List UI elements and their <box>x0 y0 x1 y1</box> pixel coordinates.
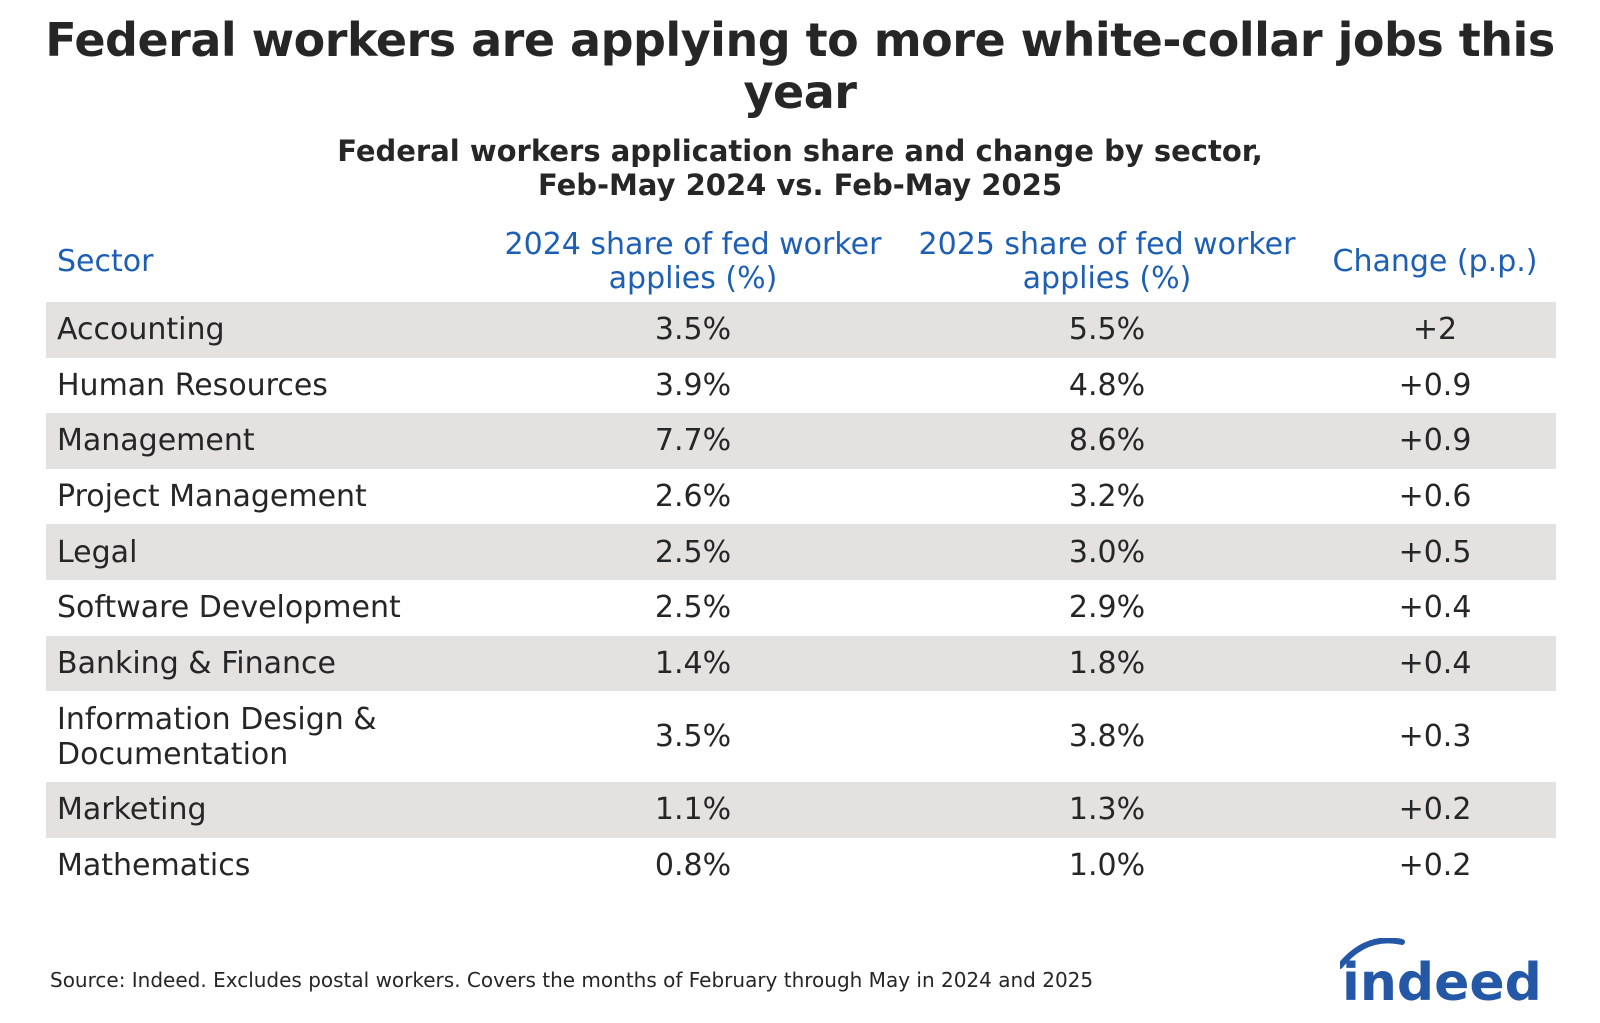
table-row: Banking & Finance 1.4% 1.8% +0.4 <box>46 635 1556 692</box>
share-2025-cell: 1.0% <box>1068 848 1146 884</box>
share-2025-cell: 1.3% <box>1068 792 1146 828</box>
share-2025-cell: 3.2% <box>1068 479 1146 515</box>
table-row: Project Management 2.6% 3.2% +0.6 <box>46 469 1556 525</box>
change-cell: +0.9 <box>1398 367 1472 403</box>
share-2024-cell: 0.8% <box>654 848 732 884</box>
header-change: Change (p.p.) <box>1332 244 1538 279</box>
sector-cell: Mathematics <box>57 848 251 884</box>
sector-cell: Software Development <box>57 590 401 626</box>
sector-cell: Marketing <box>57 792 207 828</box>
table-row: Management 7.7% 8.6% +0.9 <box>46 413 1556 469</box>
change-cell: +0.2 <box>1398 792 1472 828</box>
share-2024-cell: 1.1% <box>654 792 732 828</box>
share-2025-cell: 1.8% <box>1068 645 1146 681</box>
share-2025-cell: 3.8% <box>1068 719 1146 755</box>
share-2024-cell: 2.6% <box>654 479 732 515</box>
source-note: Source: Indeed. Excludes postal workers.… <box>50 968 1094 992</box>
subtitle-line-1: Federal workers application share and ch… <box>337 134 1263 168</box>
change-cell: +2 <box>1412 312 1458 348</box>
data-table: Sector 2024 share of fed worker applies … <box>46 222 1556 893</box>
sector-cell: Information Design & Documentation <box>57 701 377 772</box>
sector-cell: Human Resources <box>57 367 328 403</box>
sector-cell: Accounting <box>57 312 225 348</box>
header-sector: Sector <box>57 244 154 279</box>
share-2025-cell: 8.6% <box>1068 423 1146 459</box>
table-row: Human Resources 3.9% 4.8% +0.9 <box>46 358 1556 414</box>
table-body: Accounting 3.5% 5.5% +2 Human Resources 3.9% 4… <box>46 302 1556 893</box>
share-2025-cell: 4.8% <box>1068 367 1146 403</box>
share-2024-cell: 7.7% <box>654 423 732 459</box>
table-row: Marketing 1.1% 1.3% +0.2 <box>46 782 1556 838</box>
header-2025-share: 2025 share of fed worker applies (%) <box>918 227 1296 296</box>
change-cell: +0.4 <box>1398 645 1472 681</box>
table-row: Mathematics 0.8% 1.0% +0.2 <box>46 838 1556 894</box>
share-2024-cell: 3.5% <box>654 312 732 348</box>
indeed-logo: indeed <box>1340 938 1542 1008</box>
table-row: Legal 2.5% 3.0% +0.5 <box>46 524 1556 580</box>
header-2024-share: 2024 share of fed worker applies (%) <box>504 227 882 296</box>
sector-cell: Banking & Finance <box>57 645 336 681</box>
share-2025-cell: 2.9% <box>1068 590 1146 626</box>
sector-cell: Legal <box>57 534 138 570</box>
chart-subtitle: Federal workers application share and ch… <box>100 134 1500 202</box>
share-2025-cell: 3.0% <box>1068 534 1146 570</box>
share-2024-cell: 3.5% <box>654 719 732 755</box>
sector-cell: Project Management <box>57 479 367 515</box>
change-cell: +0.5 <box>1398 534 1472 570</box>
share-2024-cell: 3.9% <box>654 367 732 403</box>
chart-title: Federal workers are applying to more whi… <box>45 13 1555 119</box>
change-cell: +0.4 <box>1398 590 1472 626</box>
share-2024-cell: 1.4% <box>654 645 732 681</box>
subtitle-line-2: Feb-May 2024 vs. Feb-May 2025 <box>537 168 1063 202</box>
logo-text: indeed <box>1342 953 1542 1008</box>
table-row: Software Development 2.5% 2.9% +0.4 <box>46 580 1556 636</box>
share-2024-cell: 2.5% <box>654 590 732 626</box>
change-cell: +0.9 <box>1398 423 1472 459</box>
table-row: Accounting 3.5% 5.5% +2 <box>46 302 1556 358</box>
sector-cell: Management <box>57 423 255 459</box>
table-row: Information Design & Documentation 3.5% 3.… <box>46 691 1556 782</box>
change-cell: +0.2 <box>1398 848 1472 884</box>
table-header-row: Sector 2024 share of fed worker applies … <box>46 222 1556 302</box>
share-2024-cell: 2.5% <box>654 534 732 570</box>
share-2025-cell: 5.5% <box>1068 312 1146 348</box>
change-cell: +0.6 <box>1398 479 1472 515</box>
change-cell: +0.3 <box>1398 719 1472 755</box>
